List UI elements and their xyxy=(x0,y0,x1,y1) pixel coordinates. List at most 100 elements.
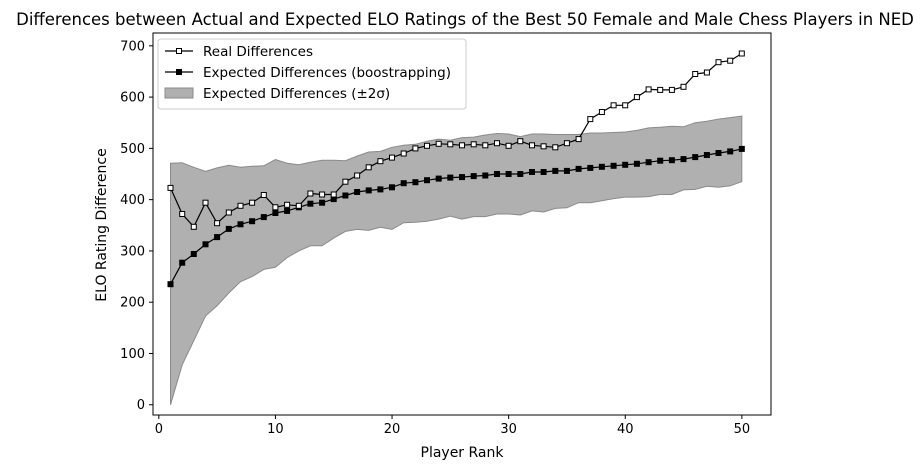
point-real-28 xyxy=(482,142,489,149)
point-expected-32 xyxy=(529,169,535,175)
point-real-30 xyxy=(505,142,512,149)
x-tick-label-0: 0 xyxy=(155,422,163,437)
x-tick-label-30: 30 xyxy=(500,422,517,437)
point-real-21 xyxy=(400,150,407,157)
point-expected-33 xyxy=(540,169,547,175)
y-tick-label-600: 600 xyxy=(120,91,145,106)
point-expected-16 xyxy=(342,192,349,199)
point-real-2 xyxy=(179,211,186,217)
point-real-18 xyxy=(365,164,372,171)
point-real-33 xyxy=(540,143,547,150)
point-real-36 xyxy=(575,136,582,143)
plot-area xyxy=(167,50,745,405)
point-expected-4 xyxy=(202,241,209,248)
point-real-39 xyxy=(610,102,617,109)
point-expected-21 xyxy=(400,180,407,187)
x-tick-label-40: 40 xyxy=(617,422,634,437)
point-expected-35 xyxy=(563,167,570,174)
y-axis: 0 100 200 300 400 500 600 700 xyxy=(120,39,153,413)
point-expected-23 xyxy=(424,177,430,184)
point-real-37 xyxy=(587,116,594,123)
point-real-25 xyxy=(447,141,454,148)
y-axis-label: ELO Rating Difference xyxy=(94,148,110,301)
point-real-23 xyxy=(424,142,430,149)
point-expected-10 xyxy=(272,210,279,216)
point-real-42 xyxy=(645,86,652,93)
point-expected-8 xyxy=(249,218,256,225)
point-expected-7 xyxy=(237,221,244,228)
point-real-17 xyxy=(354,172,361,179)
point-real-27 xyxy=(470,141,477,148)
point-real-24 xyxy=(435,140,442,147)
markers-layer xyxy=(167,50,745,288)
x-tick-label-50: 50 xyxy=(734,422,751,437)
y-tick-label-100: 100 xyxy=(120,347,145,362)
point-expected-20 xyxy=(389,184,395,191)
point-real-4 xyxy=(202,199,209,206)
point-real-13 xyxy=(307,190,314,197)
point-real-44 xyxy=(668,86,675,93)
point-real-47 xyxy=(703,69,710,76)
point-real-29 xyxy=(494,140,500,147)
point-real-38 xyxy=(598,109,605,115)
point-real-26 xyxy=(459,142,465,149)
point-expected-6 xyxy=(225,225,232,232)
point-real-50 xyxy=(738,50,745,57)
legend-real-label: Real Differences xyxy=(203,44,313,60)
point-expected-43 xyxy=(657,157,664,164)
point-expected-11 xyxy=(284,207,291,214)
point-expected-42 xyxy=(645,159,652,166)
legend-expected-marker xyxy=(176,69,182,75)
point-real-10 xyxy=(272,204,279,211)
point-expected-9 xyxy=(260,214,267,221)
point-expected-48 xyxy=(715,150,722,156)
point-expected-27 xyxy=(470,173,477,180)
point-real-43 xyxy=(657,86,664,93)
point-real-46 xyxy=(692,71,699,77)
point-expected-2 xyxy=(179,259,186,266)
point-real-14 xyxy=(319,191,326,198)
point-expected-45 xyxy=(680,156,687,163)
y-tick-label-300: 300 xyxy=(120,244,145,259)
point-real-40 xyxy=(622,102,629,109)
point-real-35 xyxy=(563,140,570,147)
legend-real-marker xyxy=(176,48,182,54)
x-tick-label-10: 10 xyxy=(267,422,284,437)
chart-title: Differences between Actual and Expected … xyxy=(16,10,914,29)
point-real-34 xyxy=(552,144,559,151)
point-expected-47 xyxy=(703,152,710,158)
point-real-19 xyxy=(377,158,384,165)
legend-expected-label: Expected Differences (boostrapping) xyxy=(203,65,451,81)
point-expected-13 xyxy=(307,200,314,207)
point-expected-30 xyxy=(505,171,512,177)
point-expected-1 xyxy=(167,281,174,288)
point-expected-41 xyxy=(633,160,640,167)
point-expected-40 xyxy=(622,161,629,168)
point-expected-49 xyxy=(727,148,734,155)
point-real-1 xyxy=(167,184,174,191)
x-axis-label: Player Rank xyxy=(421,445,505,461)
y-tick-label-200: 200 xyxy=(120,296,145,311)
point-expected-24 xyxy=(435,175,442,182)
point-real-15 xyxy=(330,191,337,198)
point-expected-17 xyxy=(354,189,361,195)
point-real-22 xyxy=(412,145,419,152)
band-layer xyxy=(170,115,743,405)
point-expected-29 xyxy=(494,171,500,177)
point-expected-50 xyxy=(738,145,745,152)
plot-frame xyxy=(152,32,772,416)
legend-band-label: Expected Differences (±2σ) xyxy=(203,86,390,102)
legend: Real Differences Expected Differences (b… xyxy=(157,38,467,110)
point-real-12 xyxy=(295,202,302,209)
x-axis: 0 10 20 30 40 50 xyxy=(155,415,750,437)
y-tick-label-500: 500 xyxy=(120,142,145,157)
band-expected-2sigma xyxy=(170,115,743,405)
point-expected-39 xyxy=(610,162,617,169)
point-expected-28 xyxy=(482,172,489,179)
point-expected-22 xyxy=(412,179,419,186)
point-expected-14 xyxy=(319,199,326,206)
point-real-45 xyxy=(680,83,687,90)
point-real-7 xyxy=(237,202,244,209)
point-expected-18 xyxy=(365,187,372,194)
